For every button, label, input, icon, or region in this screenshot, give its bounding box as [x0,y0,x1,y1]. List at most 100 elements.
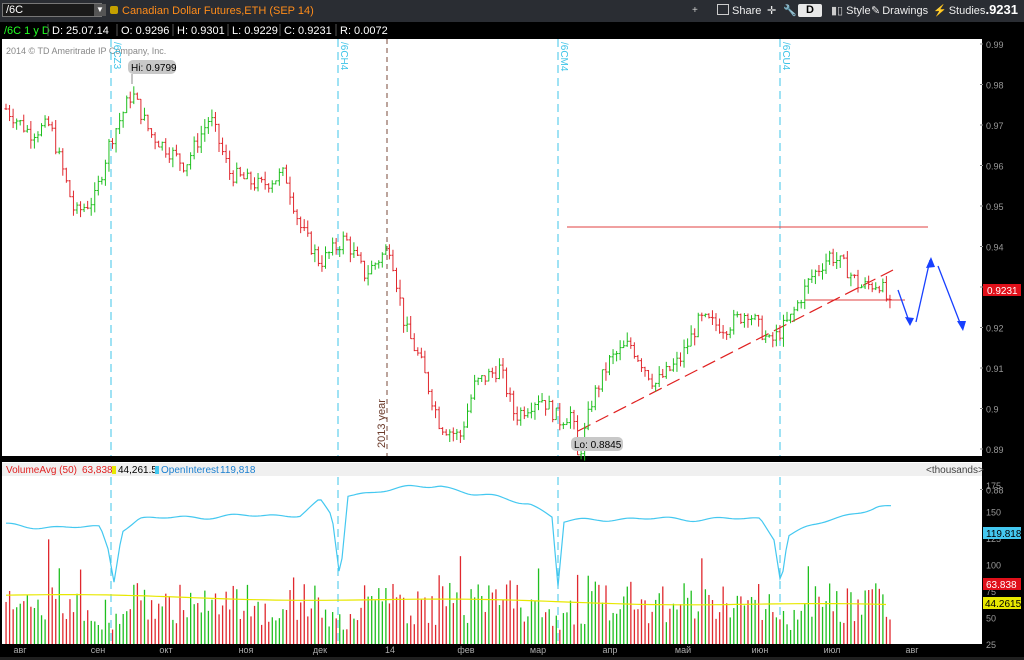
volume-bar [576,574,579,644]
volume-bar [541,617,543,644]
style-button[interactable]: ▮▯ Style [828,3,874,19]
volume-bar [527,616,529,644]
volume-bar [119,623,121,644]
period-d-button[interactable]: D [798,4,822,17]
drawings-button[interactable]: ✎ Drawings [868,3,931,19]
volume-bar [871,589,873,644]
add-icon[interactable]: + [692,5,698,16]
volume-bar [502,599,504,644]
volume-bar [488,585,490,644]
volume-bar [818,596,820,644]
volume-bar [395,597,398,644]
volume-bar [339,614,341,644]
volume-bar [509,580,511,644]
price-tick-label: 0.96 [986,162,1004,172]
instrument-icon [110,6,118,14]
volume-bar [484,611,486,644]
volume-bar [495,589,497,644]
volume-bar [420,599,423,644]
units-label: <thousands> [926,465,984,476]
price-panel[interactable] [2,39,982,456]
share-button[interactable]: Share [714,3,764,19]
volume-bar [321,617,323,644]
arrow-head-down-icon-2 [957,321,966,331]
volume-bar [225,591,227,644]
volume-bar [839,621,841,644]
volume-bar [598,584,600,644]
volume-bar [548,609,550,644]
volume-bar [19,603,21,644]
period-label: /6C 1 y D [4,25,50,37]
info-high: H: 0.9301 [177,25,225,37]
volume-bar [356,620,359,644]
price-tick-label: 0.99 [986,40,1004,50]
symbol-dropdown-icon[interactable]: ▼ [94,4,106,16]
volume-bar [221,605,224,644]
avg-value: 44,261.5 [118,465,157,476]
volume-bar [257,601,259,644]
volume-bar [811,616,813,644]
volume-bar [779,619,781,644]
volume-bar [44,619,46,644]
volume-bar [804,603,806,644]
avg-badge-text: 44.2615 [985,599,1022,610]
volume-bar [623,596,625,644]
volume-bar [37,599,39,644]
volume-bar [797,619,799,644]
volume-tick-label: 25 [986,640,996,650]
volume-average-line [5,593,887,606]
volume-bar [179,584,181,644]
symbol-input[interactable]: /6C [2,3,102,17]
volume-bar [246,584,249,644]
volume-bar [594,581,596,644]
volume-bar [875,583,877,644]
oi-study-label[interactable]: OpenInterest [161,465,219,476]
volume-bar [676,609,678,644]
wrench-button[interactable]: 🔧 [780,3,800,19]
volume-bar [775,617,778,644]
volume-bar [864,590,866,644]
drawings-label: Drawings [882,5,929,17]
volume-bar [193,604,195,644]
volume-bar [562,613,565,644]
volume-bar [605,585,607,644]
volume-bar [704,589,707,644]
volume-study-label[interactable]: VolumeAvg (50) [6,465,77,476]
volume-bar [850,592,852,644]
volume-bar [523,621,525,644]
volume-bar [275,620,277,644]
volume-bar [211,599,213,644]
volume-bar [857,599,859,644]
volume-bar [758,584,760,644]
chart-canvas[interactable]: /6C 1 y D D: 25.07.14 O: 0.9296 H: 0.930… [0,22,1024,657]
contract-label: /6CZ3 [111,42,122,70]
crosshair-icon: ✛ [767,5,777,17]
month-label: июн [752,645,769,655]
studies-button[interactable]: ⚡ Studies [930,3,988,19]
volume-bar [846,588,849,644]
volume-bar [466,622,469,644]
volume-bar [406,623,408,644]
oi-value: 119,818 [220,465,256,476]
oi-badge-text: 119.818 [986,529,1022,540]
share-label: Share [732,5,762,17]
volume-bar [424,597,426,644]
volume-bar [711,600,714,644]
info-low: L: 0.9229 [232,25,278,37]
toolbar: /6C ▼ Canadian Dollar Futures,ETH (SEP 1… [0,0,1024,23]
volume-bar [101,629,103,644]
volume-bar [349,614,352,644]
volume-bar [261,624,263,644]
volume-bar [381,601,383,644]
volume-bar [353,618,355,644]
crosshair-button[interactable]: ✛ [764,3,779,19]
volume-bar [498,605,501,644]
month-label: авг [13,645,27,655]
volume-bar [761,619,763,644]
volume-bar [111,629,114,644]
volume-bar [332,612,334,644]
volume-bar [8,590,11,644]
price-tick-label: 0.9 [986,405,999,415]
volume-bar [154,618,156,644]
volume-bar [481,595,483,644]
